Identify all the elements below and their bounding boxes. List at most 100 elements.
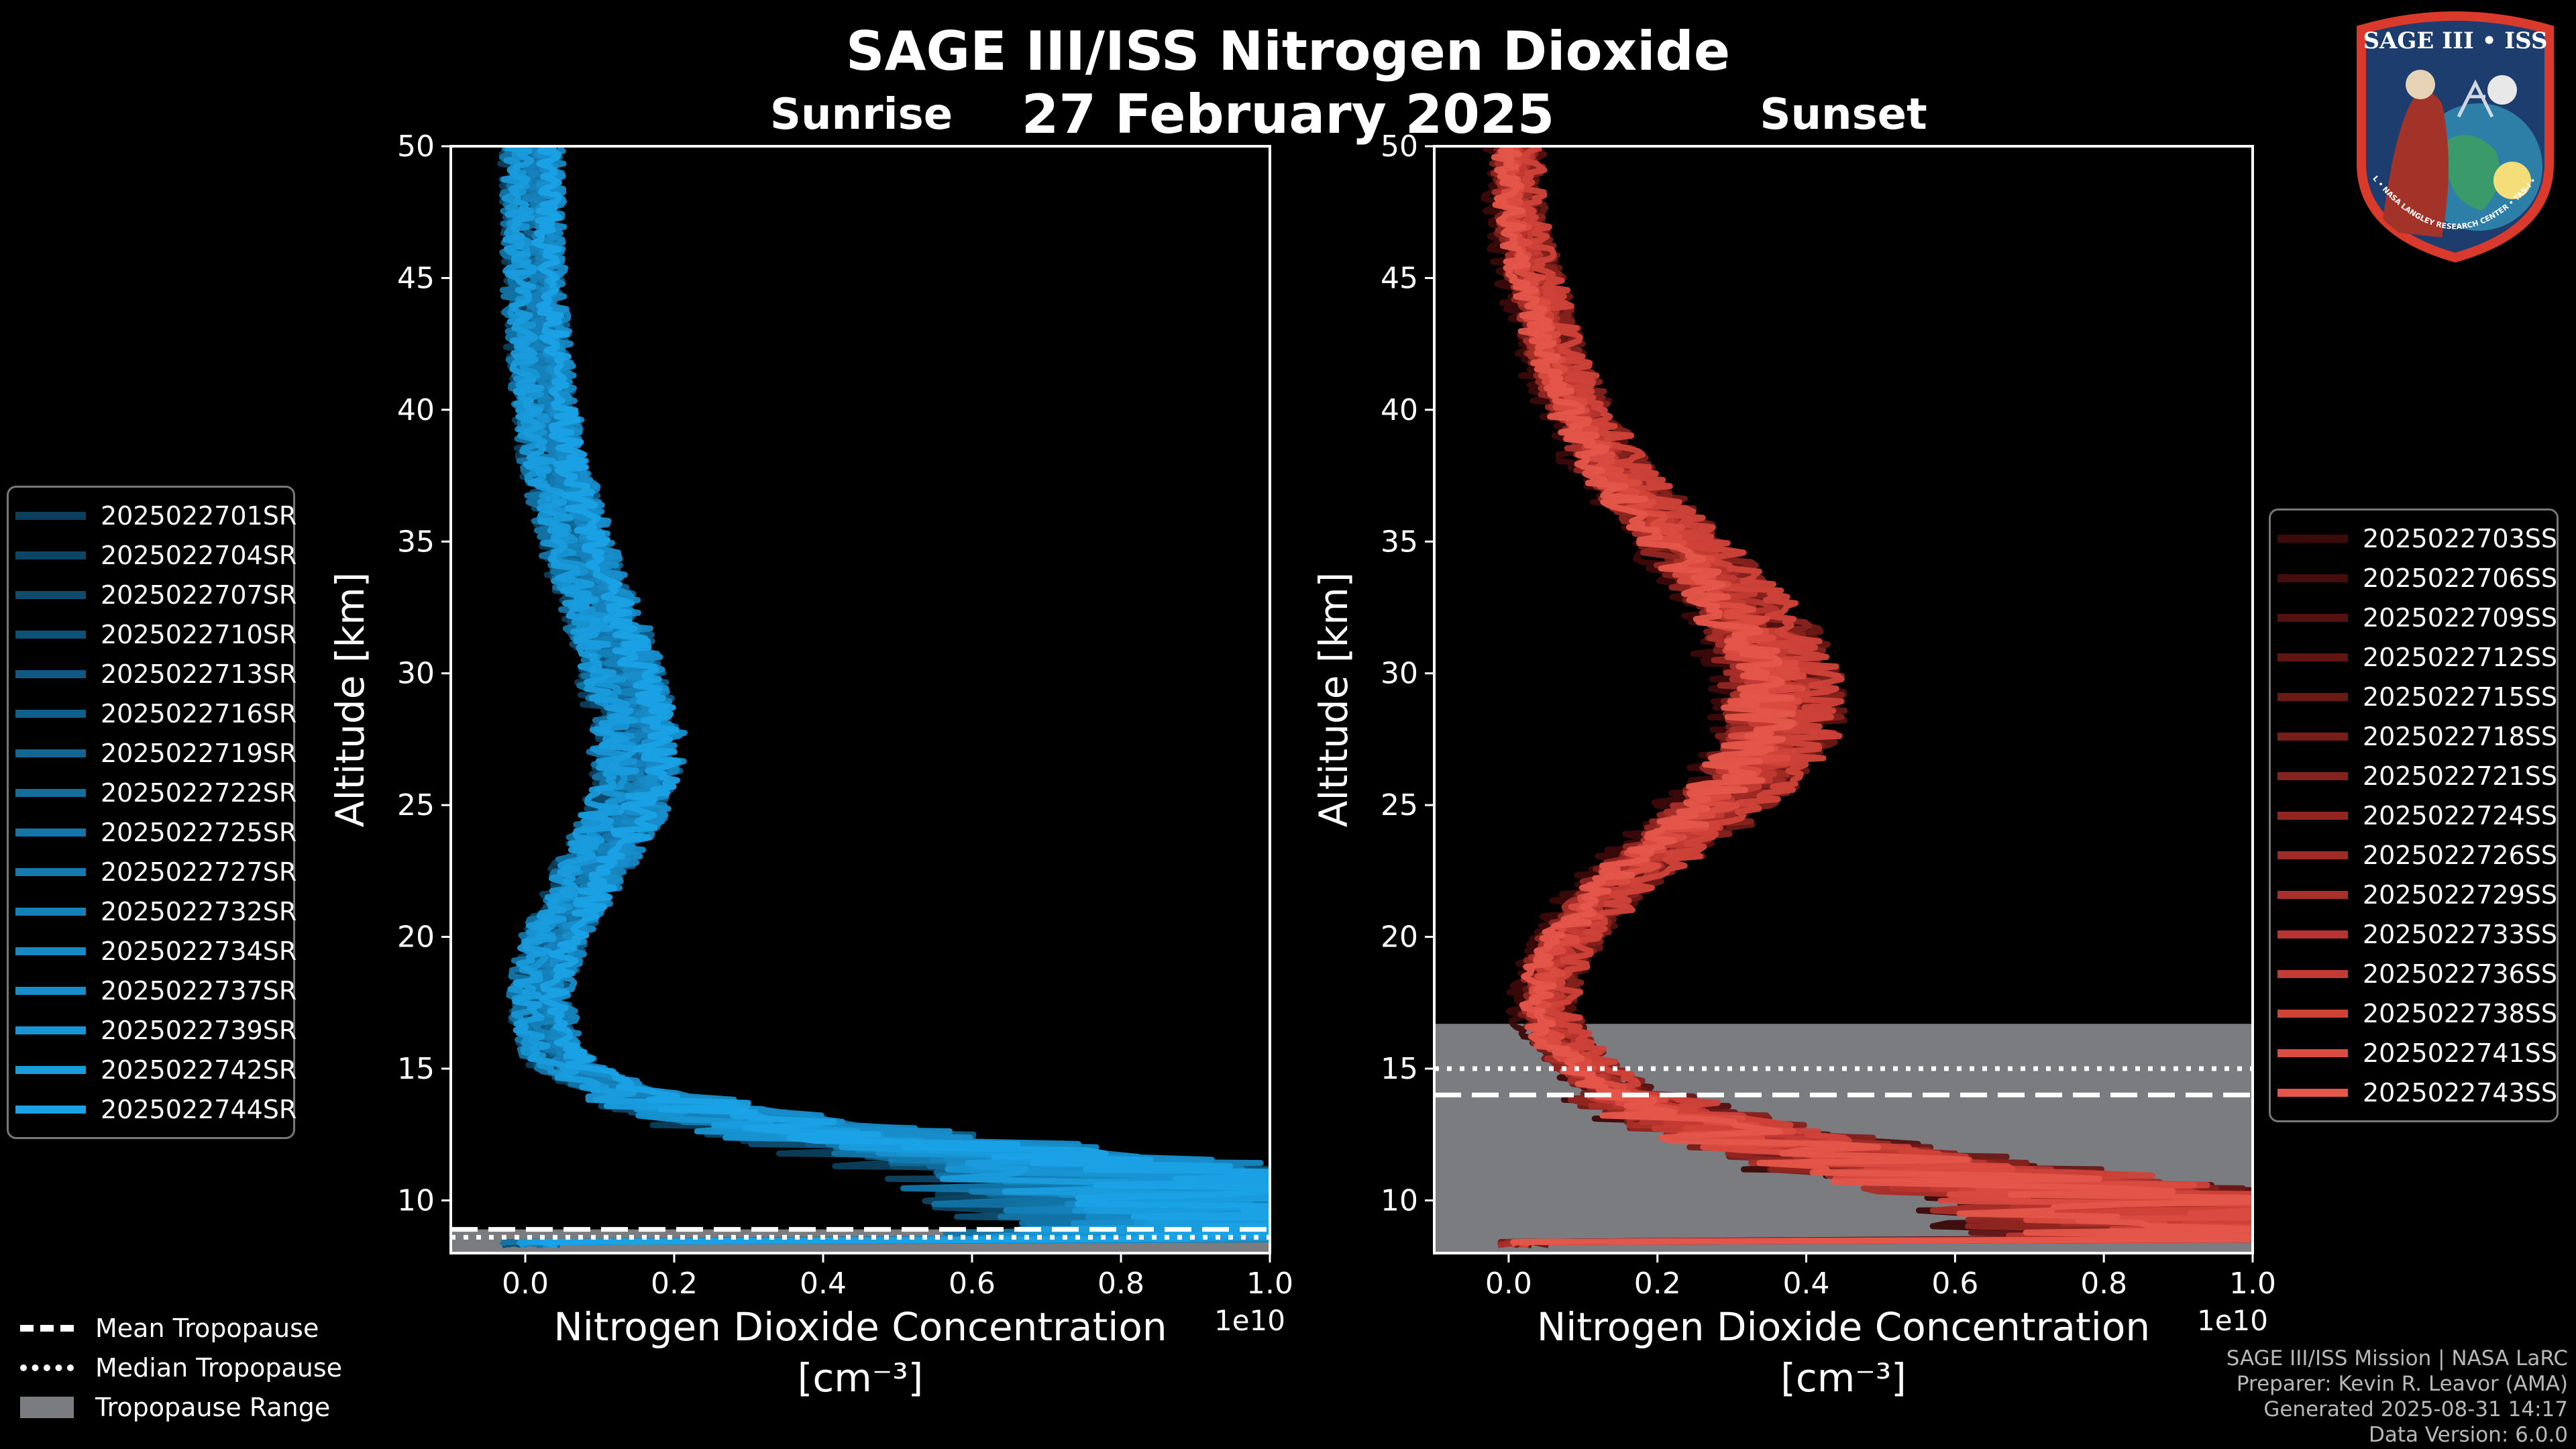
- legend-item: 2025022726SS: [2277, 835, 2557, 875]
- legend-item: 2025022709SS: [2277, 598, 2557, 637]
- y-tick-label: 20: [397, 920, 435, 955]
- legend-label: Mean Tropopause: [95, 1313, 319, 1343]
- legend-item: 2025022737SR: [15, 971, 297, 1010]
- legend-item: 2025022715SS: [2277, 677, 2557, 716]
- sunrise-plot: 10 15 20 25 30 35 40 45 50 0.0 0.2 0.4 0.6 0.8 1.01e10…: [327, 129, 1293, 1401]
- legend-label: 2025022713SR: [101, 659, 297, 689]
- profile-line-2025022743SS: [1491, 146, 2253, 1247]
- legend-swatch: [15, 986, 86, 995]
- figure-icon: [2381, 91, 2449, 237]
- legend-item: 2025022734SR: [15, 931, 297, 971]
- legend-label: 2025022733SS: [2363, 919, 2558, 949]
- y-axis-label: Altitude [km]: [327, 572, 373, 827]
- x-offset-label: 1e10: [1214, 1304, 1285, 1337]
- y-tick-label: 35: [1381, 525, 1418, 559]
- legend-swatch: [15, 511, 86, 520]
- legend-item: 2025022724SS: [2277, 796, 2557, 835]
- x-axis-label: Nitrogen Dioxide Concentration: [553, 1304, 1167, 1350]
- legend-item: 2025022741SS: [2277, 1033, 2557, 1073]
- x-axis-unit: [cm⁻³]: [1780, 1355, 1907, 1401]
- x-offset-label: 1e10: [2197, 1304, 2268, 1337]
- profile-lines: [497, 146, 1270, 1248]
- y-tick-label: 30: [397, 657, 435, 691]
- sun-icon: [2493, 162, 2531, 199]
- x-tick-label: 0.4: [1783, 1267, 1830, 1301]
- legend-swatch: [2277, 851, 2348, 859]
- legend-label: 2025022721SS: [2363, 761, 2558, 791]
- legend-label: 2025022739SR: [101, 1015, 297, 1045]
- legend-item: 2025022712SS: [2277, 637, 2557, 677]
- dotted-line-swatch: [20, 1364, 74, 1371]
- legend-swatch: [2277, 1049, 2348, 1057]
- legend-label: 2025022742SR: [101, 1055, 297, 1085]
- legend-label: 2025022741SS: [2363, 1038, 2558, 1068]
- legend-label: 2025022701SR: [101, 500, 297, 531]
- legend-item: 2025022733SS: [2277, 914, 2557, 954]
- legend-label: 2025022736SS: [2363, 959, 2558, 989]
- legend-item: 2025022713SR: [15, 654, 297, 694]
- x-tick-label: 0.2: [1634, 1267, 1681, 1301]
- legend-swatch: [2277, 771, 2348, 780]
- dashed-line-swatch: [20, 1324, 74, 1332]
- legend-swatch: [2277, 732, 2348, 741]
- x-axis-label: Nitrogen Dioxide Concentration: [1537, 1304, 2150, 1350]
- y-tick-label: 50: [1381, 129, 1418, 164]
- legend-item: 2025022716SR: [15, 694, 297, 733]
- legend-swatch: [2277, 534, 2348, 543]
- profile-line-2025022744SR: [531, 146, 1270, 1248]
- legend-swatch: [2277, 1088, 2348, 1097]
- legend-swatch: [15, 709, 86, 718]
- legend-item: 2025022725SR: [15, 812, 297, 852]
- legend-swatch: [15, 907, 86, 916]
- legend-swatch: [2277, 1009, 2348, 1018]
- x-tick-label: 0.8: [2080, 1267, 2127, 1301]
- x-tick-label: 0.8: [1097, 1267, 1144, 1301]
- legend-swatch: [15, 867, 86, 876]
- sunrise-panel-title: Sunrise: [769, 90, 953, 140]
- credit-line: Data Version: 6.0.0: [2368, 1423, 2568, 1447]
- legend-item: 2025022710SR: [15, 614, 297, 654]
- profile-lines: [1481, 146, 2253, 1248]
- legend-label: 2025022725SR: [101, 817, 297, 847]
- legend-label: 2025022716SR: [101, 698, 297, 729]
- legend-swatch: [15, 630, 86, 639]
- x-tick-label: 0.0: [502, 1267, 549, 1301]
- legend-label: 2025022732SR: [101, 896, 297, 926]
- legend-item: 2025022701SR: [15, 496, 297, 535]
- legend-item: 2025022704SR: [15, 535, 297, 575]
- legend-swatch: [15, 590, 86, 599]
- legend-item: 2025022744SR: [15, 1089, 297, 1129]
- legend-swatch: [2277, 692, 2348, 701]
- legend-swatch: [15, 947, 86, 955]
- credits: SAGE III/ISS Mission | NASA LaRC Prepare…: [2226, 1346, 2568, 1448]
- y-tick-label: 35: [397, 525, 435, 559]
- legend-item: 2025022722SR: [15, 773, 297, 812]
- plot-frame: [1433, 145, 2254, 1254]
- y-tick-label: 50: [397, 129, 435, 164]
- legend-item: 2025022707SR: [15, 575, 297, 614]
- chart-title: SAGE III/ISS Nitrogen Dioxide: [845, 20, 1731, 83]
- legend-item: 2025022736SS: [2277, 954, 2557, 994]
- legend-label: 2025022737SR: [101, 975, 297, 1006]
- y-tick-label: 15: [397, 1052, 435, 1086]
- legend-label: 2025022722SR: [101, 777, 297, 808]
- legend-item: 2025022739SR: [15, 1010, 297, 1050]
- legend-label: 2025022744SR: [101, 1094, 297, 1124]
- legend-item: 2025022729SS: [2277, 875, 2557, 914]
- legend-label: 2025022704SR: [101, 540, 297, 570]
- y-tick-label: 45: [1381, 261, 1418, 295]
- legend-label: 2025022734SR: [101, 936, 297, 966]
- legend-swatch: [2277, 969, 2348, 978]
- legend-label: 2025022709SS: [2363, 602, 2558, 633]
- credit-line: Generated 2025-08-31 14:17: [2263, 1397, 2568, 1421]
- tropopause-legend: Mean Tropopause Median Tropopause Tropop…: [20, 1308, 342, 1427]
- legend-label: 2025022710SR: [101, 619, 297, 649]
- x-tick-label: 1.0: [2229, 1267, 2276, 1301]
- credit-line: Preparer: Kevin R. Leavor (AMA): [2236, 1372, 2568, 1396]
- legend-label: 2025022703SS: [2363, 523, 2558, 553]
- y-tick-label: 20: [1381, 920, 1418, 955]
- logo-text: SAGE III • ISS: [2363, 28, 2547, 54]
- legend-swatch: [2277, 811, 2348, 820]
- legend-label: 2025022738SS: [2363, 998, 2558, 1028]
- legend-item: 2025022743SS: [2277, 1073, 2557, 1112]
